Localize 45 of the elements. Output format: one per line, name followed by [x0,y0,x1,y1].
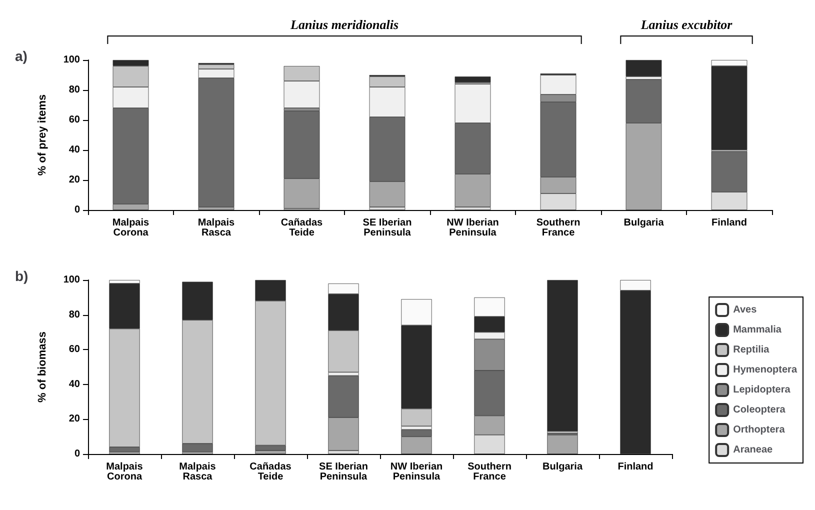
legend-label: Mammalia [733,324,782,336]
y-tick-label: 20 [68,414,80,425]
x-tick-label: Malpais Rasca [179,462,216,482]
bar [626,60,662,76]
y-axis-title: % of prey items [36,94,48,176]
x-tick-label: Southern France [468,462,512,482]
bar [547,434,578,454]
x-tick-label: Bulgaria [542,462,583,472]
x-tick-label: Malpais Corona [112,218,150,238]
legend-label: Araneae [733,444,773,456]
text: Lanius meridionalis [290,17,398,32]
y-tick-label: 100 [63,274,80,286]
legend-label: Orthoptera [733,424,786,436]
x-tick-label: NW Iberian Peninsula [390,462,443,482]
y-tick-label: 40 [68,144,80,156]
x-tick-label: Cañadas Teide [280,218,324,238]
x-tick-label: Finland [618,462,654,472]
legend-label: Hymenoptera [733,364,798,376]
x-tick-label: Bulgaria [624,218,664,228]
y-tick-label: 0 [74,448,80,460]
x-tick-label: Finland [711,218,748,228]
bar [547,280,578,432]
y-tick-label: 100 [63,54,80,66]
x-tick-label: SE Iberian Peninsula [319,462,368,482]
y-tick-label: 60 [68,344,80,356]
legend-label: Coleoptera [733,404,786,416]
x-tick-label: SE Iberian Peninsula [362,218,412,238]
y-tick-label: 0 [74,204,80,216]
y-tick-label: 20 [68,174,80,186]
x-tick-label: Malpais Corona [106,462,144,482]
x-tick-label: NW Iberian Peninsula [446,218,499,238]
x-tick-label: Southern France [536,218,580,238]
y-axis-title: % of biomass [36,332,48,402]
text: Lanius excubitor [640,17,734,32]
y-tick-label: 60 [68,114,80,126]
x-tick-label: Cañadas Teide [250,462,292,482]
legend-label: Aves [733,304,758,316]
y-tick-label: 80 [68,84,80,96]
chart-title: b) [15,268,28,284]
legend-label: Reptilia [733,344,770,356]
x-tick-label: Malpais Rasca [198,218,236,238]
legend-label: Lepidoptera [733,384,791,396]
y-tick-label: 80 [68,309,80,320]
y-tick-label: 40 [68,378,80,390]
chart-title: a) [15,48,28,64]
